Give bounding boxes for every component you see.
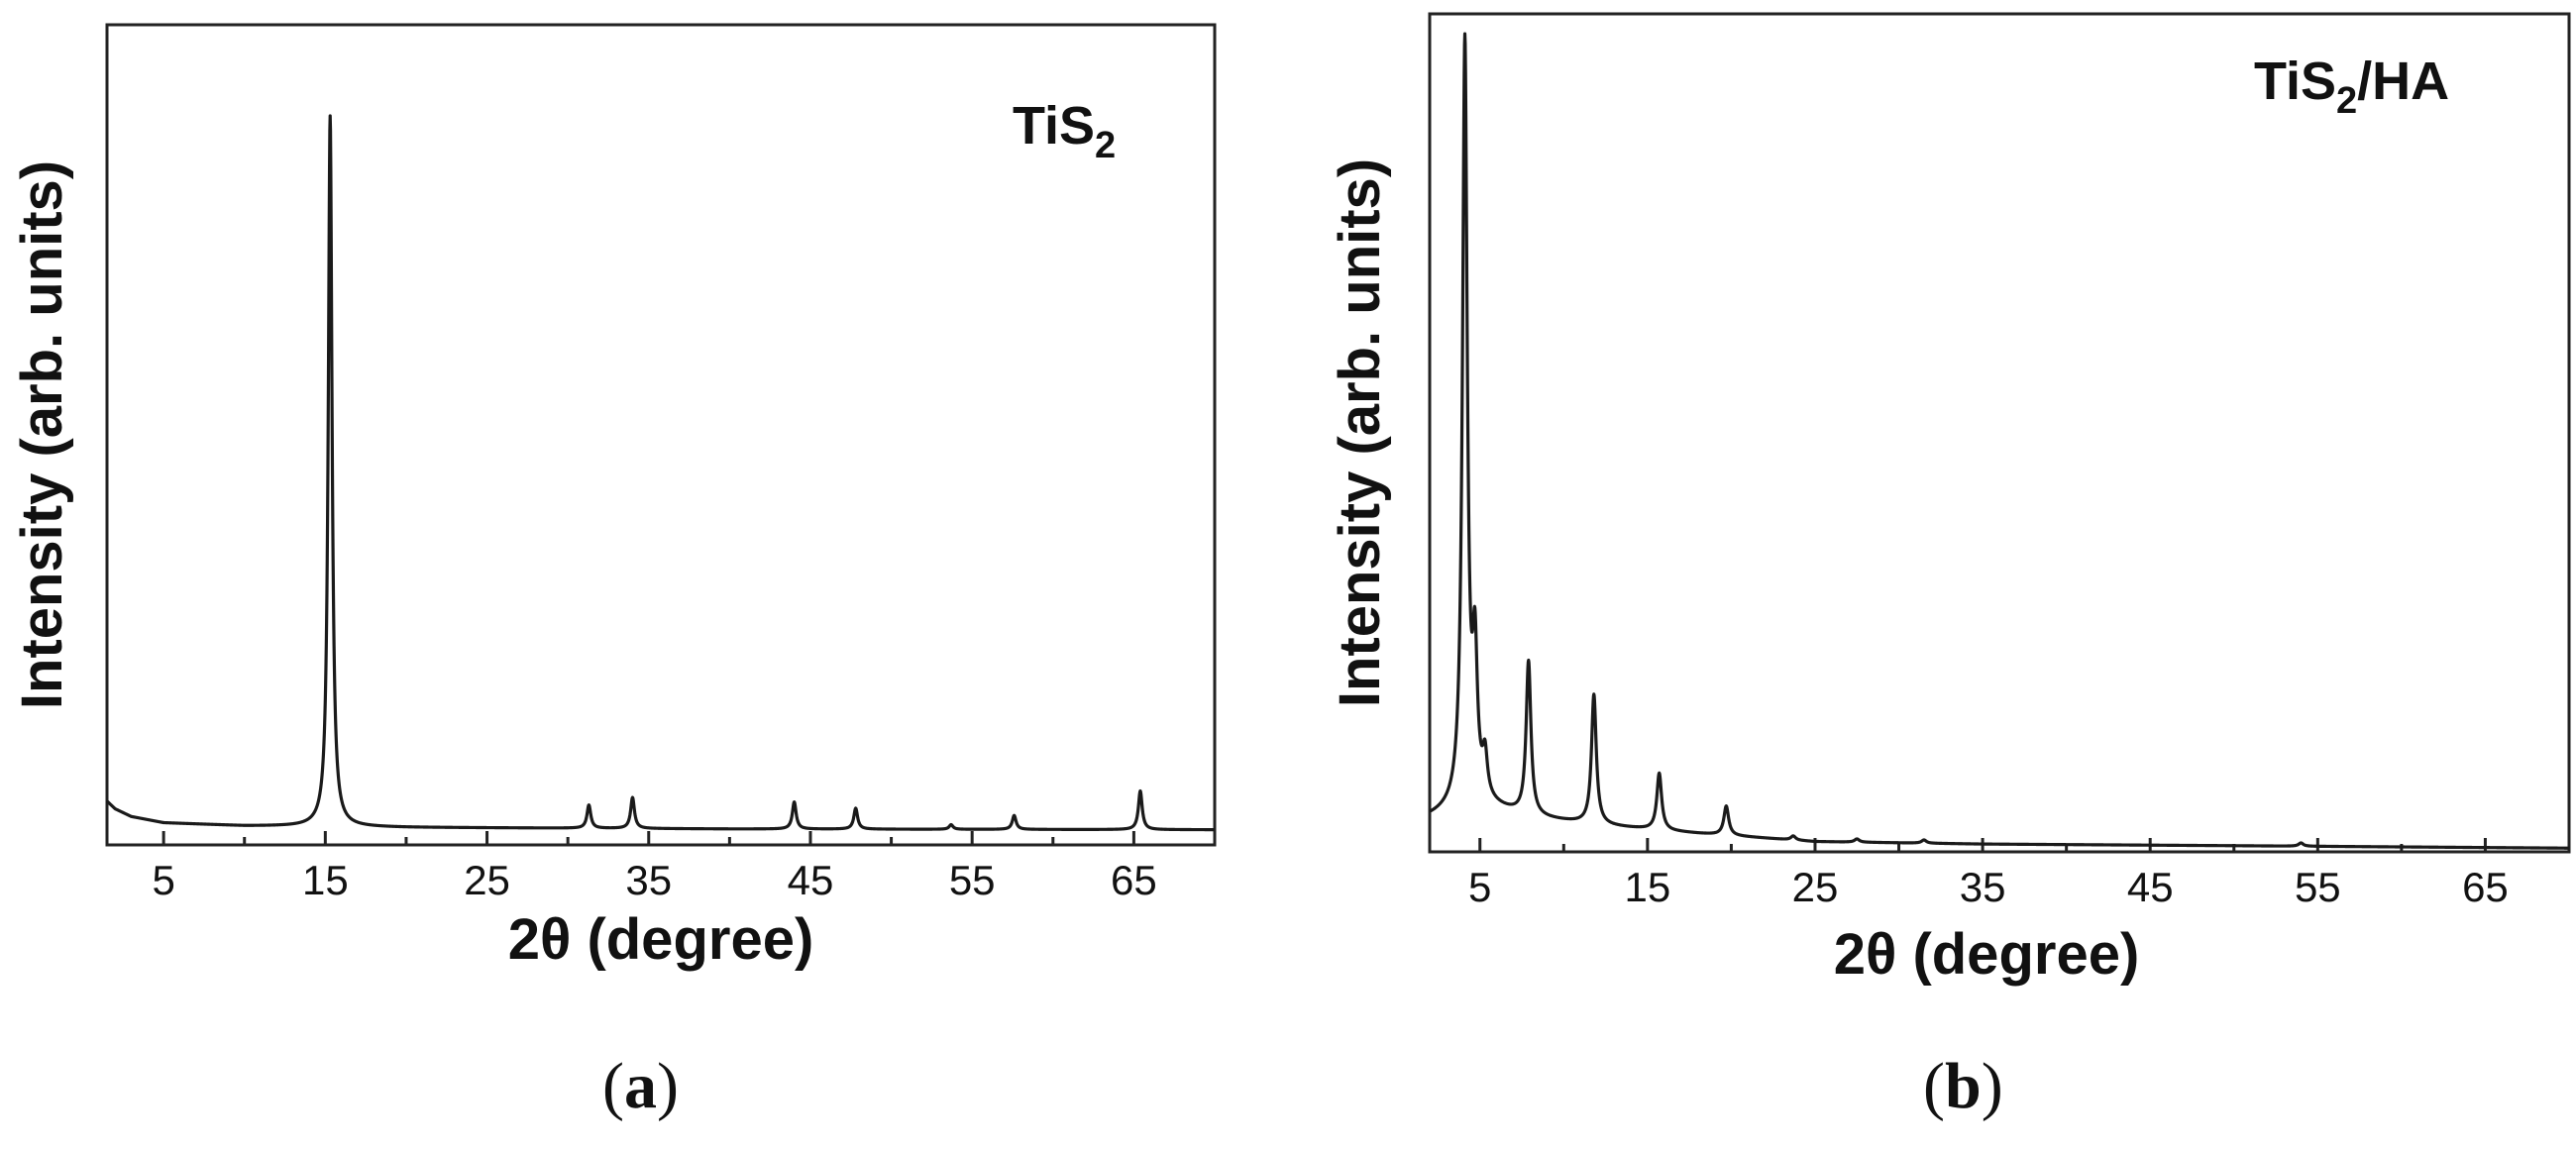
panel-b: 5 15 25 35 45 55 65 TiS2/HA 2θ (degree) Intens… [1328,12,2571,1122]
x-axis-label-b: 2θ (degree) [1834,922,2140,987]
x-axis-label-a: 2θ (degree) [508,907,814,972]
plot-frame-b [1428,12,2571,854]
x-tick-label-a: 55 [949,857,996,903]
x-tick-label-b: 45 [2127,864,2174,910]
plot-frame-a [105,23,1217,847]
x-tick-label-b: 55 [2295,864,2341,910]
x-tick-label-a: 25 [464,857,510,903]
panel-label-b: (b) [1923,1050,2003,1122]
x-tick-label-b: 25 [1792,864,1839,910]
y-axis-label-a: Intensity (arb. units) [10,160,74,709]
x-tick-label-a: 45 [788,857,834,903]
x-ticks-b: 5 15 25 35 45 55 65 [1468,838,2571,910]
x-tick-label-a: 35 [625,857,672,903]
x-tick-label-a: 65 [1111,857,1157,903]
sample-label-a: TiS2 [1013,96,1116,166]
xrd-trace-a [105,114,1217,832]
sample-label-b: TiS2/HA [2254,52,2449,122]
x-tick-label-a: 5 [152,857,174,903]
x-ticks-a: 5 15 25 35 45 55 65 [152,831,1217,903]
xrd-trace-b [1428,32,2571,850]
x-tick-label-b: 15 [1624,864,1670,910]
x-tick-label-b: 5 [1468,864,1491,910]
x-tick-label-a: 15 [302,857,349,903]
x-tick-label-b: 65 [2462,864,2509,910]
x-tick-label-b: 35 [1960,864,2006,910]
panel-a: 5 15 25 35 45 55 65 TiS2 2θ (degree) Intensity… [10,23,1217,1122]
y-axis-label-b: Intensity (arb. units) [1328,158,1392,707]
panel-label-a: (a) [602,1050,679,1122]
